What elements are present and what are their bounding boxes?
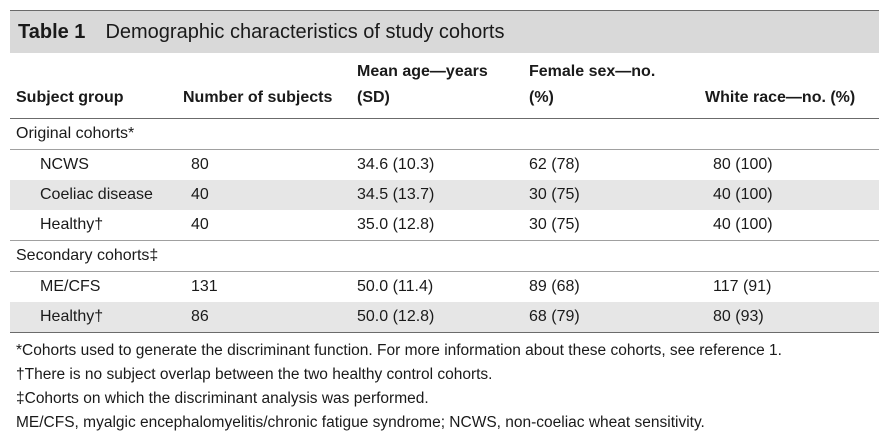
header-row: Subject group Number of subjects Mean ag… (10, 53, 879, 119)
table-title: Demographic characteristics of study coh… (105, 20, 505, 43)
cell-age: 50.0 (12.8) (351, 302, 523, 333)
cell-white: 40 (100) (713, 216, 773, 233)
cell-group: Coeliac disease (10, 180, 177, 210)
header-female-sex-line2: (%) (529, 89, 554, 106)
cell-group: Healthy† (10, 302, 177, 333)
footnote-asterisk: *Cohorts used to generate the discrimina… (16, 342, 782, 359)
cell-group: NCWS (40, 156, 89, 173)
cell-female: 30 (75) (523, 180, 699, 210)
header-mean-age: Mean age—years (SD) (351, 53, 523, 119)
cell-white: 80 (93) (699, 302, 879, 333)
footnote-abbreviations: ME/CFS, myalgic encephalomyelitis/chroni… (16, 414, 705, 431)
cell-age: 34.5 (13.7) (351, 180, 523, 210)
cell-white: 117 (91) (713, 278, 772, 295)
cell-white: 80 (100) (713, 156, 773, 173)
footnote-double-dagger: ‡Cohorts on which the discriminant analy… (16, 390, 429, 407)
header-female-sex: Female sex—no. (%) (523, 53, 699, 119)
cell-female: 62 (78) (529, 156, 580, 173)
cell-n: 40 (177, 180, 351, 210)
cell-n: 80 (191, 156, 209, 173)
header-mean-age-line1: Mean age—years (357, 63, 488, 80)
cell-age: 50.0 (11.4) (357, 278, 434, 295)
cell-age: 35.0 (12.8) (357, 216, 435, 233)
cell-female: 30 (75) (529, 216, 580, 233)
cell-n: 131 (191, 278, 218, 295)
table-row: Healthy† 40 35.0 (12.8) 30 (75) 40 (100) (10, 210, 879, 241)
cell-female: 89 (68) (529, 278, 580, 295)
header-subject-group: Subject group (10, 53, 177, 119)
table-row: Healthy† 86 50.0 (12.8) 68 (79) 80 (93) (10, 302, 879, 333)
cell-age: 34.6 (10.3) (357, 156, 435, 173)
header-mean-age-line2: (SD) (357, 89, 390, 106)
table-label: Table 1 (18, 20, 86, 43)
cell-n: 86 (177, 302, 351, 333)
table-row: Coeliac disease 40 34.5 (13.7) 30 (75) 4… (10, 180, 879, 210)
table-title-bar: Table 1 Demographic characteristics of s… (10, 10, 879, 53)
section-label: Secondary cohorts‡ (10, 240, 879, 272)
cell-n: 40 (191, 216, 209, 233)
table-footnotes: *Cohorts used to generate the discrimina… (10, 333, 879, 435)
section-row-original: Original cohorts* (10, 118, 879, 150)
demographics-table: Subject group Number of subjects Mean ag… (10, 53, 879, 333)
cell-white: 40 (100) (699, 180, 879, 210)
table-row: NCWS 80 34.6 (10.3) 62 (78) 80 (100) (10, 150, 879, 181)
header-number-of-subjects: Number of subjects (177, 53, 351, 119)
table-row: ME/CFS 131 50.0 (11.4) 89 (68) 117 (91) (10, 272, 879, 303)
table-figure: Table 1 Demographic characteristics of s… (10, 10, 879, 435)
footnote-dagger: †There is no subject overlap between the… (16, 366, 493, 383)
header-white-race: White race—no. (%) (699, 53, 879, 119)
cell-group: Healthy† (40, 216, 104, 233)
section-row-secondary: Secondary cohorts‡ (10, 240, 879, 272)
header-female-sex-line1: Female sex—no. (529, 63, 656, 80)
cell-group: ME/CFS (40, 278, 101, 295)
section-label: Original cohorts* (10, 118, 879, 150)
cell-female: 68 (79) (523, 302, 699, 333)
